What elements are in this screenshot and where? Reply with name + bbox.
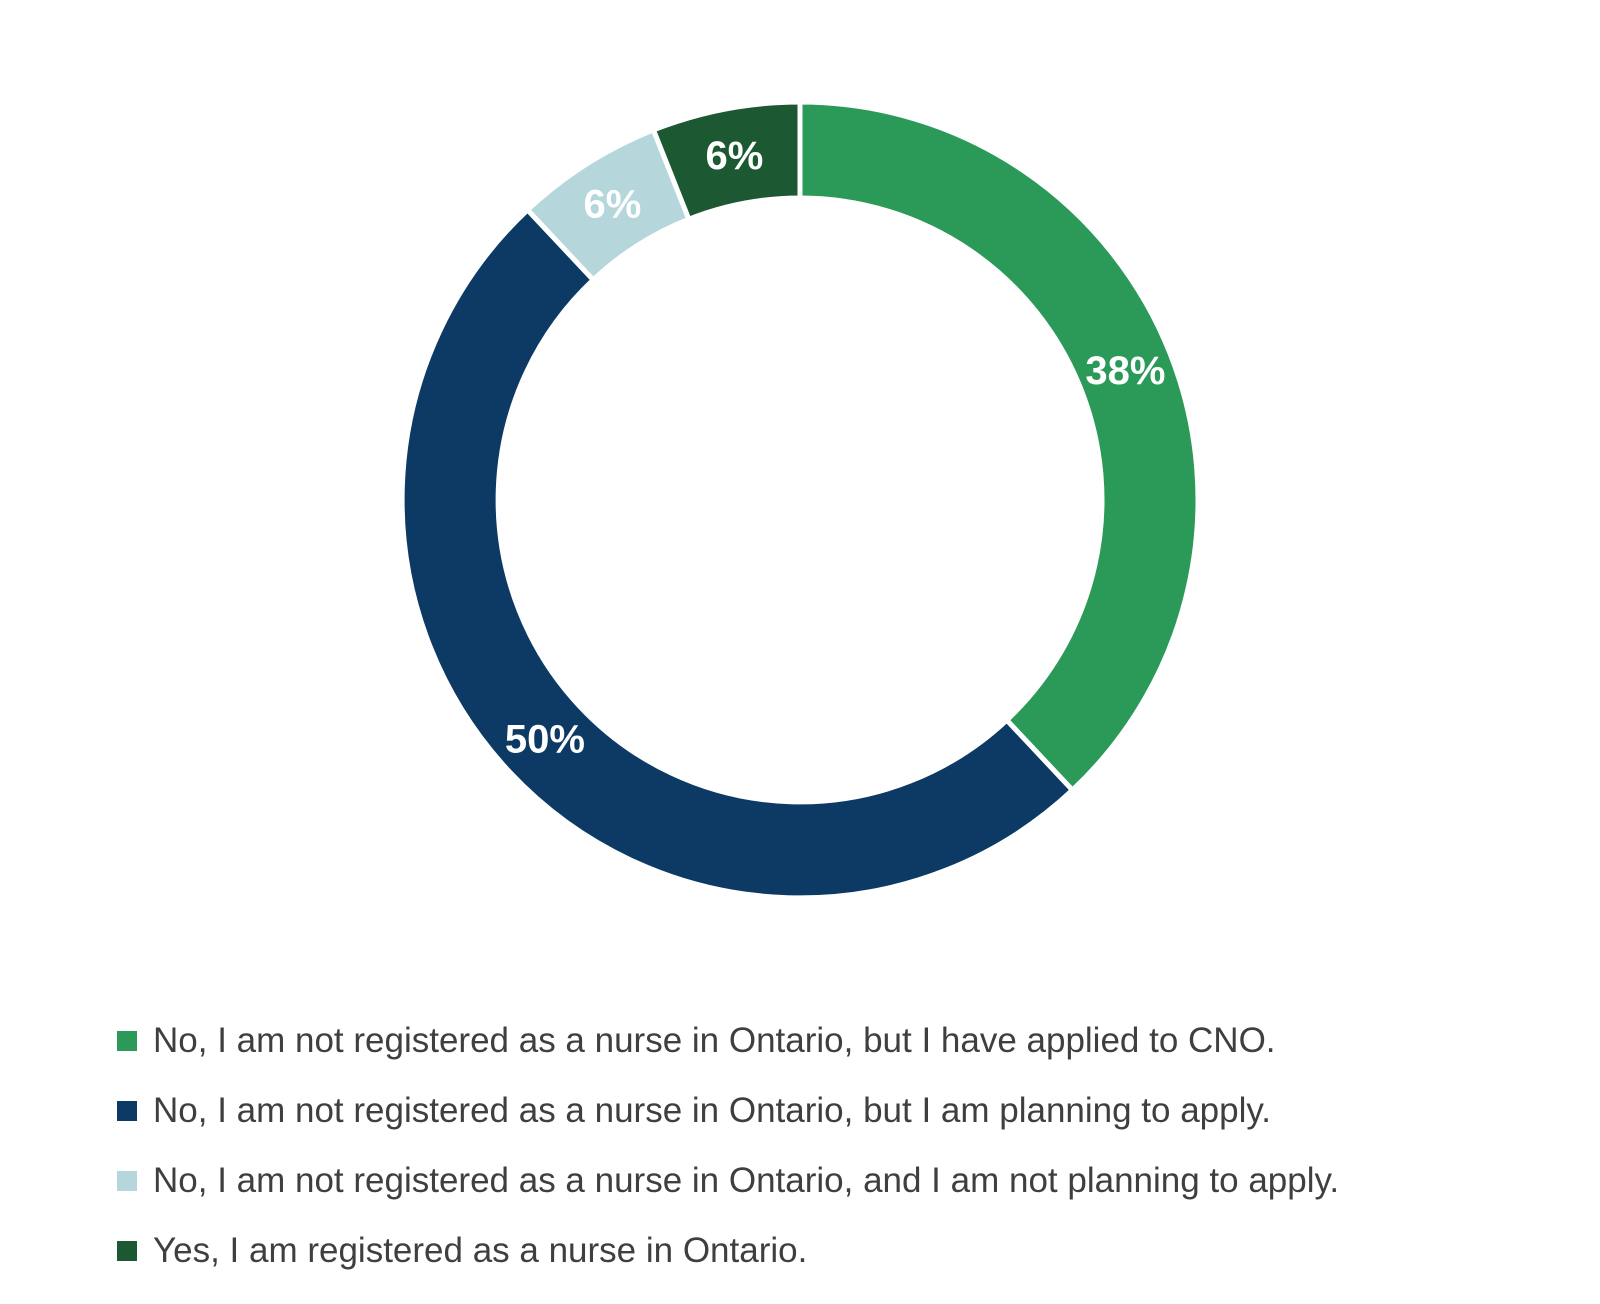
legend-label: No, I am not registered as a nurse in On… (153, 1161, 1340, 1200)
legend-label: Yes, I am registered as a nurse in Ontar… (153, 1231, 808, 1270)
slice-label-1: 50% (505, 718, 585, 762)
legend-item-2: No, I am not registered as a nurse in On… (117, 1146, 1339, 1216)
legend-item-1: No, I am not registered as a nurse in On… (117, 1076, 1339, 1146)
legend-item-0: No, I am not registered as a nurse in On… (117, 1006, 1339, 1076)
slice-label-3: 6% (706, 134, 764, 178)
slice-label-0: 38% (1085, 349, 1165, 393)
legend-swatch-icon (117, 1241, 137, 1261)
legend-swatch-icon (117, 1101, 137, 1121)
donut-slice-1 (399, 206, 1076, 901)
legend-label: No, I am not registered as a nurse in On… (153, 1021, 1276, 1060)
donut-slice-0 (797, 99, 1201, 794)
legend-label: No, I am not registered as a nurse in On… (153, 1091, 1272, 1130)
legend-swatch-icon (117, 1031, 137, 1051)
donut-chart-svg: 38% 50% 6% 6% (399, 99, 1201, 901)
legend-item-3: Yes, I am registered as a nurse in Ontar… (117, 1216, 1339, 1286)
legend: No, I am not registered as a nurse in On… (117, 1006, 1339, 1286)
slice-label-2: 6% (584, 182, 642, 226)
legend-swatch-icon (117, 1171, 137, 1191)
donut-slice-3 (650, 99, 803, 223)
